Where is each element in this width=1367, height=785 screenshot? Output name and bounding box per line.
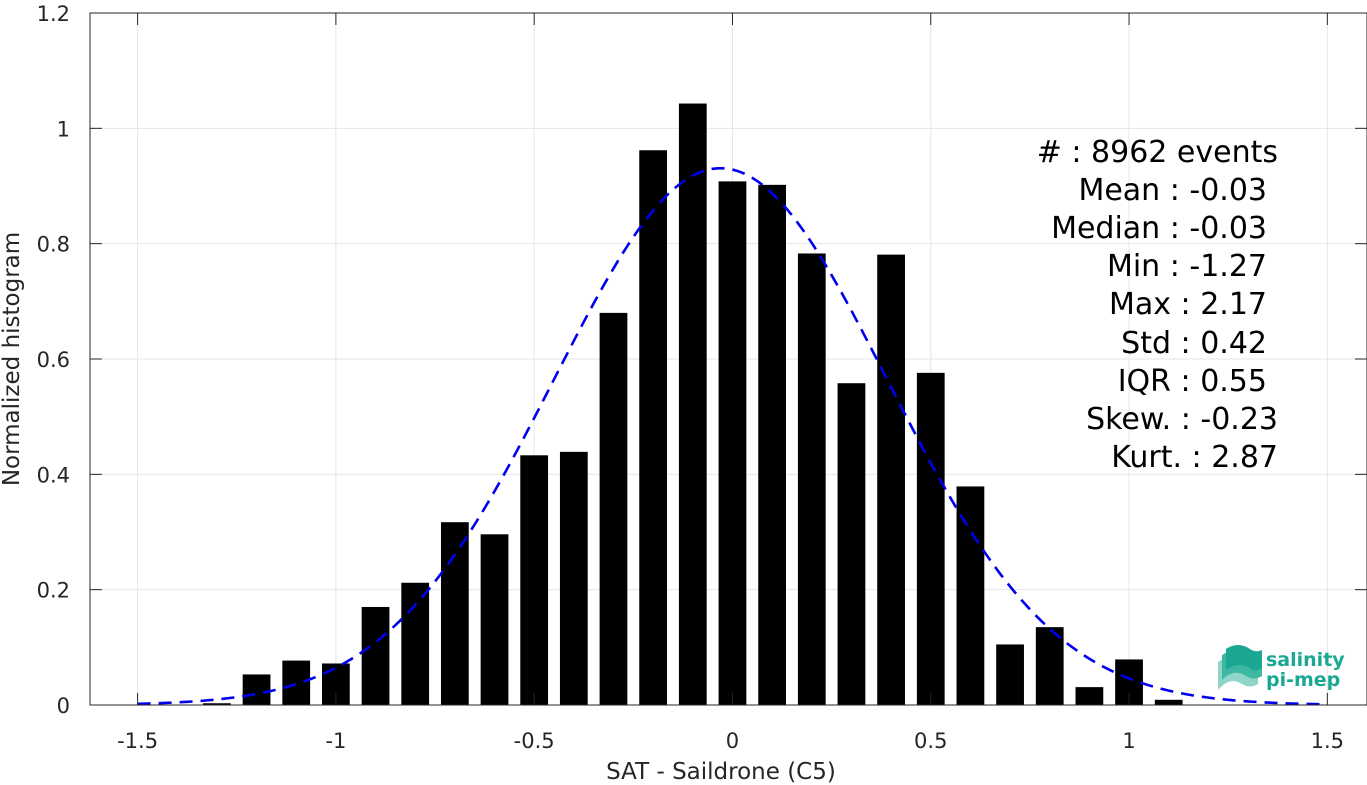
x-tick-label: 0.5 [914,729,947,753]
histogram-bar [242,674,271,705]
histogram-bar [480,534,509,705]
histogram-bar [877,254,905,705]
y-tick-label: 0.2 [37,579,70,603]
stat-median: Median : -0.03 [1051,211,1267,246]
stats-panel: # : 8962 events Mean : -0.03 Median : -0… [1037,135,1278,475]
stat-std: Std : 0.42 [1121,326,1267,361]
axis-ticks [90,12,1367,706]
histogram-bar [956,486,985,705]
stat-mean: Mean : -0.03 [1078,173,1267,208]
histogram-bar [520,455,549,705]
histogram-bar [1154,699,1183,705]
histogram-bar [203,703,231,705]
stat-kurt: Kurt. : 2.87 [1111,440,1278,475]
histogram-bars [203,103,1183,706]
stat-skew: Skew. : -0.23 [1086,402,1278,437]
y-tick-label: 0 [57,694,70,718]
histogram-bar [718,181,747,706]
stat-min: Min : -1.27 [1107,249,1267,284]
y-tick-label: 0.4 [37,463,70,487]
histogram-bar [678,103,707,705]
x-tick-labels: -1.5 -1 -0.5 0 0.5 1 1.5 [117,729,1344,753]
y-axis-title: Normalized histogram [0,232,25,486]
wave-icon [1218,645,1262,690]
y-tick-label: 0.6 [37,348,70,372]
histogram-bar [361,606,390,705]
logo-text-salinity: salinity [1266,649,1345,671]
histogram-bar [639,150,668,705]
histogram-bar [758,184,787,705]
histogram-bar [440,522,469,705]
x-axis-title: SAT - Saildrone (C5) [606,759,836,785]
histogram-bar [1035,627,1064,705]
y-tick-label: 1 [57,117,70,141]
histogram-bar [996,644,1024,705]
histogram-bar [282,660,311,705]
histogram-bar [916,372,945,705]
salinity-pimep-logo: salinity pi-mep [1218,645,1345,691]
histogram-bar [599,312,628,705]
y-tick-label: 0.8 [37,233,70,257]
histogram-bar [797,253,826,705]
histogram-bar [401,582,430,705]
x-tick-label: 1.5 [1311,729,1344,753]
logo-text-pimep: pi-mep [1266,669,1340,691]
stat-events: # : 8962 events [1037,135,1278,170]
x-tick-label: -1.5 [117,729,158,753]
stat-max: Max : 2.17 [1109,287,1267,322]
normal-fit-curve [137,166,1328,706]
x-tick-label: -1 [325,729,346,753]
y-tick-label: 1.2 [37,2,70,26]
stat-iqr: IQR : 0.55 [1118,364,1267,399]
histogram-bar [559,451,588,705]
x-tick-label: -0.5 [514,729,555,753]
x-tick-label: 0 [726,729,739,753]
x-tick-label: 1 [1122,729,1135,753]
y-tick-labels: 0 0.2 0.4 0.6 0.8 1 1.2 [37,2,70,718]
histogram-bar [837,383,866,705]
histogram-bar [1075,687,1104,705]
